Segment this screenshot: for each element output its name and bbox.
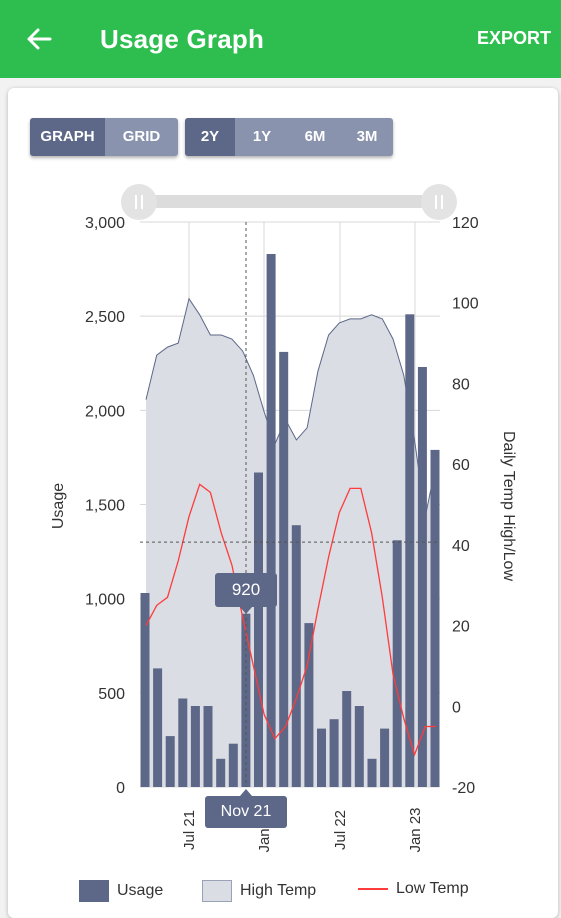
usage-bar	[279, 351, 289, 787]
page-title: Usage Graph	[100, 24, 265, 54]
y-tick-label: 1,000	[85, 592, 125, 609]
high-temp-area	[146, 298, 436, 787]
usage-bar	[417, 367, 427, 787]
usage-bar	[342, 691, 352, 787]
y-tick-label: 3,000	[85, 215, 125, 232]
x-tick-label: Jul 22	[332, 810, 349, 850]
y2-tick-label: 40	[452, 538, 470, 555]
y2-tick-label: 60	[452, 457, 470, 474]
legend-usage-label: Usage	[117, 882, 164, 899]
y2-tick-label: 80	[452, 376, 470, 393]
view-toggle: GRAPH GRID	[30, 118, 178, 156]
range-slider-left-handle[interactable]	[121, 184, 157, 220]
usage-bar	[354, 706, 364, 787]
usage-bar	[317, 728, 326, 787]
legend: Usage High Temp Low Temp	[0, 878, 561, 902]
y2-axis-title: Daily Temp High/Low	[500, 431, 517, 581]
legend-low-temp[interactable]: Low Temp	[358, 880, 469, 898]
usage-bar	[241, 613, 251, 787]
y2-tick-label: 20	[452, 619, 470, 636]
y-tick-label: 500	[98, 686, 125, 703]
back-arrow-icon[interactable]	[24, 24, 54, 54]
usage-swatch	[79, 880, 109, 902]
usage-bar	[405, 314, 415, 787]
range-6m-button[interactable]: 6M	[304, 128, 326, 145]
y-tick-label: 0	[116, 780, 125, 797]
y2-tick-label: -20	[452, 780, 475, 797]
usage-bar	[392, 540, 402, 787]
usage-bar	[329, 719, 339, 787]
export-button[interactable]: EXPORT	[476, 28, 551, 48]
legend-usage[interactable]: Usage	[79, 880, 163, 902]
x-tick-label: Jul 21	[181, 810, 198, 850]
date-tooltip: Nov 21	[205, 789, 287, 828]
legend-high-temp[interactable]: High Temp	[202, 880, 316, 902]
graph-tab[interactable]: GRAPH	[30, 118, 105, 156]
usage-bar	[140, 593, 150, 787]
usage-bar	[203, 706, 213, 787]
y-axis-title: Usage	[50, 483, 67, 529]
range-2y-button[interactable]: 2Y	[185, 118, 235, 156]
range-toggle: 2Y 1Y 6M 3M	[185, 118, 393, 156]
y-tick-label: 2,500	[85, 309, 125, 326]
y-tick-label: 1,500	[85, 498, 125, 515]
usage-bar	[367, 758, 377, 788]
usage-bar	[380, 728, 390, 787]
x-tick-label: Jan 23	[407, 807, 424, 852]
grid-tab[interactable]: GRID	[122, 128, 161, 145]
range-slider-right-handle[interactable]	[421, 184, 457, 220]
usage-bar	[190, 706, 200, 787]
y2-tick-label: 100	[452, 296, 479, 313]
usage-bar	[266, 254, 276, 787]
low-temp-line	[145, 483, 436, 757]
legend-high-temp-label: High Temp	[240, 882, 317, 899]
usage-bar	[291, 525, 301, 787]
range-1y-button[interactable]: 1Y	[252, 128, 272, 145]
usage-bar	[304, 623, 314, 787]
usage-bar	[254, 472, 263, 787]
y2-tick-label: 120	[452, 215, 479, 232]
value-tooltip: 920	[215, 573, 277, 614]
usage-bar	[216, 758, 226, 788]
app-bar: Usage Graph EXPORT	[0, 0, 561, 78]
range-3m-button[interactable]: 3M	[356, 128, 378, 145]
legend-low-temp-label: Low Temp	[396, 880, 469, 897]
usage-bar	[153, 668, 163, 787]
usage-bar	[430, 449, 440, 787]
y2-tick-label: 0	[452, 699, 461, 716]
usage-bar	[228, 743, 238, 787]
low-temp-swatch	[358, 888, 388, 890]
usage-bar	[178, 698, 188, 787]
usage-bar	[165, 736, 175, 787]
high-temp-swatch	[202, 880, 232, 902]
high-temp-line	[145, 297, 437, 517]
y-tick-label: 2,000	[85, 403, 125, 420]
range-slider-track[interactable]	[140, 195, 440, 208]
